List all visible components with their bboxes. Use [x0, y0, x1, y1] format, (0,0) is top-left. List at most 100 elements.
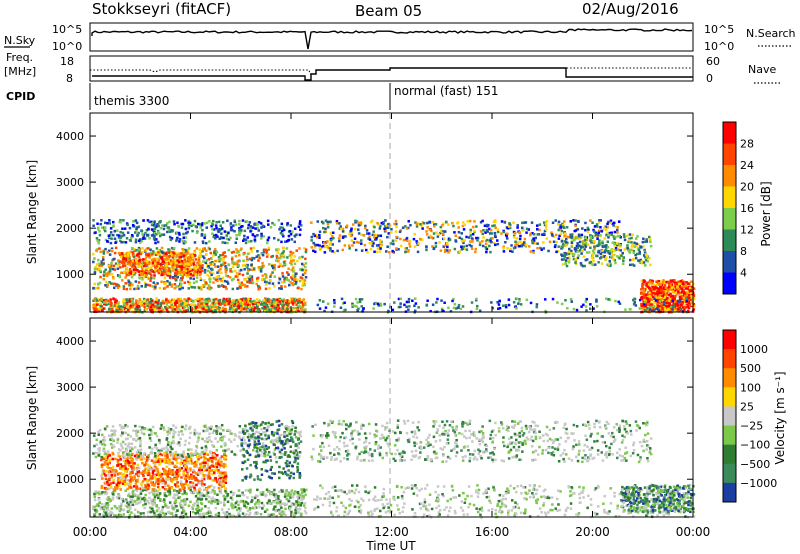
- echo-cell: [157, 506, 160, 510]
- echo-cell: [167, 267, 171, 270]
- echo-cell: [269, 279, 272, 282]
- echo-cell: [276, 301, 280, 305]
- echo-cell: [288, 300, 291, 303]
- echo-cell: [604, 228, 608, 231]
- echo-cell: [141, 247, 144, 250]
- echo-cell: [281, 264, 285, 268]
- echo-cell: [431, 303, 435, 306]
- echo-cell: [168, 299, 171, 302]
- echo-cell: [353, 237, 357, 240]
- echo-cell: [193, 251, 197, 254]
- echo-cell: [348, 244, 351, 247]
- echo-cell: [607, 220, 610, 224]
- echo-cell: [236, 287, 239, 290]
- echo-cell: [97, 241, 100, 245]
- echo-cell: [296, 491, 300, 495]
- echo-cell: [214, 253, 218, 256]
- echo-cell: [595, 300, 598, 303]
- echo-cell: [244, 285, 247, 288]
- echo-cell: [678, 295, 682, 298]
- echo-cell: [426, 221, 429, 225]
- echo-cell: [263, 510, 267, 513]
- echo-cell: [250, 268, 254, 272]
- echo-cell: [250, 275, 254, 278]
- echo-cell: [157, 494, 160, 497]
- echo-cell: [125, 237, 129, 240]
- echo-cell: [99, 269, 102, 273]
- echo-cell: [357, 228, 360, 231]
- echo-cell: [190, 308, 193, 312]
- echo-cell: [370, 242, 373, 245]
- echo-cell: [119, 513, 122, 517]
- echo-cell: [124, 276, 127, 279]
- echo-cell: [95, 308, 99, 311]
- echo-cell: [490, 232, 494, 235]
- echo-cell: [196, 299, 200, 303]
- echo-cell: [518, 245, 521, 248]
- echo-cell: [166, 490, 170, 493]
- echo-cell: [469, 228, 472, 232]
- echo-cell: [292, 491, 295, 494]
- echo-cell: [372, 242, 375, 245]
- echo-cell: [342, 302, 345, 305]
- echo-cell: [613, 259, 617, 262]
- echo-cell: [274, 310, 277, 313]
- echo-cell: [610, 255, 613, 258]
- echo-cell: [458, 250, 461, 253]
- echo-cell: [249, 247, 253, 250]
- echo-cell: [449, 310, 453, 313]
- echo-cell: [245, 308, 248, 312]
- echo-cell: [606, 240, 609, 243]
- echo-cell: [109, 227, 113, 230]
- echo-cell: [109, 513, 112, 517]
- echo-cell: [291, 274, 295, 277]
- echo-cell: [260, 237, 263, 240]
- echo-cell: [202, 307, 205, 311]
- echo-cell: [144, 253, 148, 256]
- echo-cell: [282, 246, 285, 250]
- echo-cell: [205, 226, 208, 229]
- echo-cell: [180, 514, 183, 517]
- echo-cell: [293, 227, 297, 230]
- echo-cell: [248, 488, 252, 492]
- echo-cell: [335, 222, 339, 225]
- echo-cell: [460, 248, 464, 251]
- echo-cell: [471, 240, 474, 243]
- echo-cell: [138, 273, 141, 277]
- echo-cell: [599, 219, 602, 222]
- echo-cell: [367, 237, 370, 240]
- echo-cell: [303, 279, 307, 282]
- echo-cell: [92, 307, 96, 310]
- echo-cell: [461, 221, 465, 224]
- echo-cell: [310, 235, 313, 239]
- echo-cell: [652, 305, 656, 308]
- echo-cell: [658, 296, 661, 299]
- echo-cell: [237, 306, 241, 310]
- echo-cell: [165, 505, 168, 508]
- echo-cell: [441, 232, 445, 236]
- echo-cell: [300, 299, 303, 302]
- echo-cell: [509, 247, 512, 251]
- echo-cell: [404, 225, 407, 228]
- echo-cell: [651, 286, 655, 289]
- echo-cell: [279, 309, 282, 312]
- velocity-heatmap: [92, 419, 696, 519]
- echo-cell: [212, 235, 215, 239]
- echo-cell: [103, 506, 106, 510]
- echo-cell: [491, 236, 494, 240]
- echo-cell: [125, 299, 129, 303]
- echo-cell: [371, 244, 374, 248]
- echo-cell: [338, 239, 341, 243]
- echo-cell: [292, 251, 295, 255]
- echo-cell: [259, 270, 263, 273]
- echo-cell: [460, 237, 464, 241]
- echo-cell: [494, 243, 497, 247]
- echo-cell: [222, 256, 225, 259]
- echo-cell: [187, 256, 191, 259]
- echo-cell: [136, 284, 140, 288]
- echo-cell: [472, 225, 475, 229]
- echo-cell: [160, 233, 164, 236]
- echo-cell: [256, 234, 259, 237]
- echo-cell: [512, 301, 516, 304]
- echo-cell: [143, 249, 147, 252]
